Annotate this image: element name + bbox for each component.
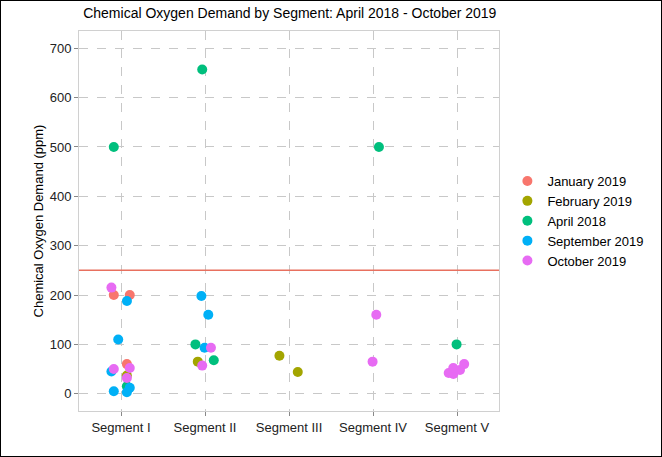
svg-text:700: 700 bbox=[50, 41, 72, 56]
svg-text:Segment II: Segment II bbox=[174, 420, 237, 435]
svg-text:September 2019: September 2019 bbox=[547, 234, 643, 249]
svg-text:600: 600 bbox=[50, 90, 72, 105]
svg-text:Chemical Oxygen Demand by Segm: Chemical Oxygen Demand by Segment: April… bbox=[83, 5, 496, 21]
svg-text:Segment I: Segment I bbox=[91, 420, 150, 435]
svg-text:Segment IV: Segment IV bbox=[339, 420, 407, 435]
svg-text:Chemical Oxygen Demand (ppm): Chemical Oxygen Demand (ppm) bbox=[31, 125, 46, 318]
svg-text:200: 200 bbox=[50, 288, 72, 303]
svg-text:400: 400 bbox=[50, 189, 72, 204]
svg-text:300: 300 bbox=[50, 238, 72, 253]
svg-text:100: 100 bbox=[50, 337, 72, 352]
svg-text:0: 0 bbox=[64, 386, 71, 401]
svg-text:October 2019: October 2019 bbox=[547, 254, 626, 269]
svg-text:February 2019: February 2019 bbox=[547, 194, 632, 209]
svg-text:April 2018: April 2018 bbox=[547, 214, 606, 229]
svg-text:Segment V: Segment V bbox=[425, 420, 490, 435]
svg-text:Segment III: Segment III bbox=[256, 420, 322, 435]
svg-text:500: 500 bbox=[50, 140, 72, 155]
svg-text:January 2019: January 2019 bbox=[547, 174, 626, 189]
